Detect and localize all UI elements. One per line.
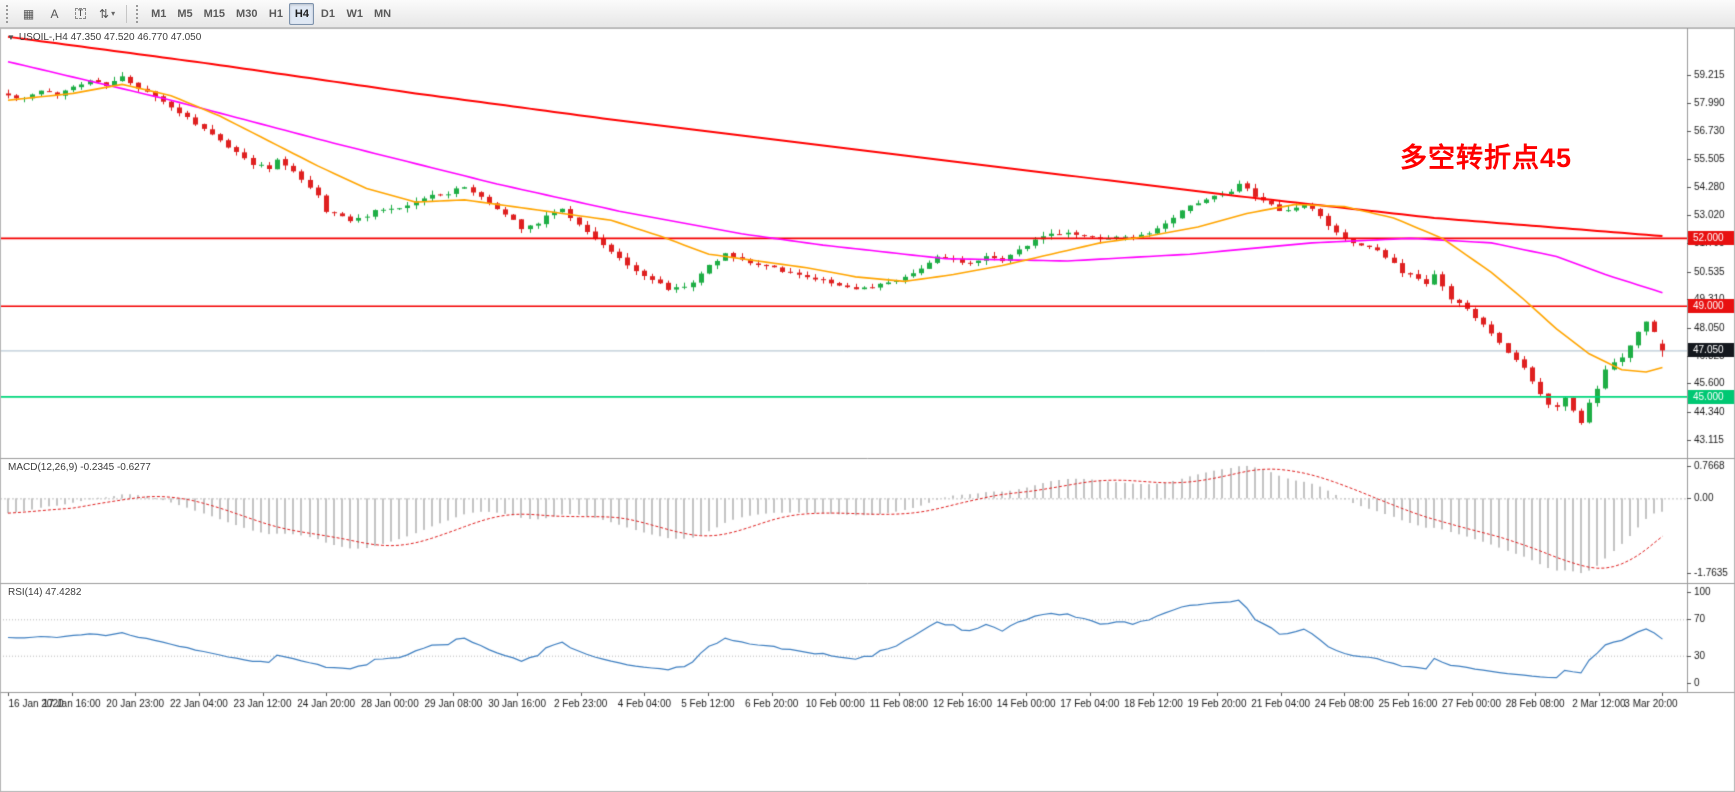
timeframe-button-w1[interactable]: W1 bbox=[341, 3, 368, 25]
toolbar-drag-handle[interactable] bbox=[6, 4, 12, 23]
insert-text-icon: A bbox=[50, 6, 59, 21]
timeframe-button-m1[interactable]: M1 bbox=[146, 3, 171, 25]
timeframe-button-mn[interactable]: MN bbox=[369, 3, 396, 25]
timeframe-button-h4[interactable]: H4 bbox=[289, 2, 315, 25]
timeframe-button-d1[interactable]: D1 bbox=[315, 3, 340, 25]
dropdown-caret-icon: ▾ bbox=[111, 9, 116, 18]
text-label-icon: T bbox=[74, 8, 87, 19]
text-label-button[interactable]: T bbox=[68, 3, 93, 25]
timeframe-buttons: M1 M5 M15 M30 H1 H4 D1 W1 MN bbox=[146, 2, 396, 25]
arrow-tools-icon: ⇅ bbox=[99, 6, 110, 21]
insert-text-button[interactable]: A bbox=[42, 3, 67, 25]
price-chart-canvas[interactable] bbox=[0, 28, 1735, 792]
toolbar-icons: ▦ A T ⇅ ▾ bbox=[16, 3, 120, 25]
arrow-tools-button[interactable]: ⇅ ▾ bbox=[94, 3, 120, 25]
timeframe-button-m15[interactable]: M15 bbox=[199, 3, 230, 25]
top-toolbar: ▦ A T ⇅ ▾ M1 M5 M15 M30 H1 H4 D1 W1 MN bbox=[0, 0, 1735, 28]
toolbar-separator bbox=[126, 4, 128, 23]
timeframe-button-m30[interactable]: M30 bbox=[231, 3, 262, 25]
timeframe-button-h1[interactable]: H1 bbox=[263, 3, 288, 25]
chart-mode-icon: ▦ bbox=[22, 6, 35, 21]
timeframe-toolbar-drag-handle[interactable] bbox=[136, 4, 142, 23]
chart-mode-button[interactable]: ▦ bbox=[16, 3, 41, 25]
timeframe-button-m5[interactable]: M5 bbox=[172, 3, 197, 25]
chart-menu-icon[interactable]: ▼ bbox=[7, 33, 15, 42]
chart-window: ▼ USOIL-,H4 47.350 47.520 46.770 47.050 … bbox=[0, 28, 1735, 792]
